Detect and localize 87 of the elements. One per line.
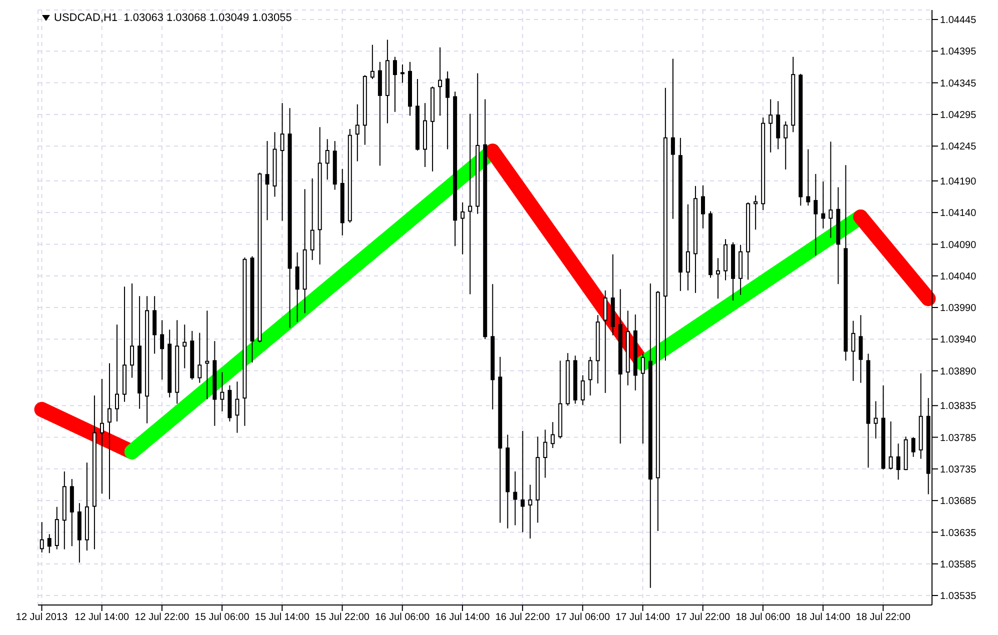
x-tick-label: 15 Jul 14:00 bbox=[254, 612, 310, 624]
candlestick bbox=[446, 70, 450, 150]
y-tick-label: 1.03890 bbox=[940, 366, 977, 378]
candlestick bbox=[874, 400, 878, 440]
x-tick-label: 17 Jul 22:00 bbox=[676, 612, 731, 624]
y-tick-label: 1.04040 bbox=[940, 271, 977, 282]
candlestick bbox=[814, 173, 818, 256]
candlestick bbox=[580, 374, 585, 406]
y-tick-label: 1.03940 bbox=[940, 334, 977, 346]
candlestick bbox=[784, 120, 788, 170]
candlestick bbox=[828, 141, 833, 238]
y-tick-label: 1.03585 bbox=[940, 559, 977, 570]
x-tick-label: 18 Jul 06:00 bbox=[736, 612, 791, 624]
candlestick bbox=[888, 420, 893, 470]
candlestick bbox=[310, 178, 314, 261]
y-tick-label: 1.04445 bbox=[940, 15, 977, 26]
y-tick-label: 1.04395 bbox=[940, 46, 977, 58]
candlestick bbox=[370, 44, 374, 80]
y-tick-label: 1.03635 bbox=[940, 528, 977, 539]
x-tick-label: 12 Jul 22:00 bbox=[134, 612, 190, 624]
y-tick-label: 1.04190 bbox=[940, 176, 977, 188]
candlestick bbox=[550, 422, 555, 449]
y-tick-label: 1.04345 bbox=[940, 78, 977, 90]
candlestick bbox=[806, 148, 810, 206]
candlestick bbox=[851, 320, 856, 382]
candlestick bbox=[438, 46, 442, 116]
candlestick bbox=[205, 310, 210, 400]
x-tick-label: 16 Jul 22:00 bbox=[495, 612, 550, 624]
y-tick-label: 1.04090 bbox=[940, 240, 977, 251]
candlestick bbox=[115, 324, 120, 422]
candlestick bbox=[700, 184, 705, 229]
candlestick bbox=[686, 204, 690, 291]
x-tick-label: 16 Jul 14:00 bbox=[435, 612, 490, 624]
candlestick bbox=[543, 429, 548, 478]
candlestick bbox=[460, 202, 465, 255]
candlestick bbox=[40, 522, 44, 553]
candlestick bbox=[295, 252, 300, 323]
candlestick bbox=[776, 100, 780, 150]
y-tick-label: 1.04140 bbox=[940, 208, 977, 220]
candlestick bbox=[520, 430, 525, 533]
candlestick bbox=[325, 138, 330, 180]
candlestick bbox=[182, 324, 187, 369]
x-tick-label: 18 Jul 14:00 bbox=[796, 612, 851, 624]
candlestick bbox=[400, 64, 404, 84]
chart-title: USDCAD,H1 1.03063 1.03068 1.03049 1.03055 bbox=[54, 12, 292, 24]
y-tick-label: 1.03535 bbox=[940, 591, 977, 602]
candlestick bbox=[392, 56, 397, 112]
candlestick bbox=[100, 378, 104, 494]
candlestick bbox=[130, 282, 134, 378]
candlestick bbox=[107, 362, 112, 500]
y-tick-label: 1.03685 bbox=[940, 496, 977, 508]
candlestick bbox=[670, 58, 675, 220]
candlestick bbox=[896, 443, 900, 480]
candlestick bbox=[160, 320, 164, 380]
candlestick bbox=[640, 353, 645, 444]
y-tick-label: 1.03735 bbox=[940, 464, 977, 476]
candlestick bbox=[47, 534, 52, 554]
y-tick-label: 1.03835 bbox=[940, 401, 977, 412]
x-tick-label: 15 Jul 22:00 bbox=[315, 612, 370, 624]
x-tick-label: 16 Jul 06:00 bbox=[375, 612, 430, 624]
candlestick bbox=[768, 98, 773, 153]
y-tick-label: 1.04245 bbox=[940, 142, 977, 153]
candlestick bbox=[858, 314, 863, 384]
x-tick-label: 18 Jul 22:00 bbox=[856, 612, 911, 624]
candlestick bbox=[911, 436, 916, 458]
candlestick bbox=[220, 372, 224, 412]
candlestick bbox=[235, 381, 240, 434]
candlestick bbox=[265, 140, 270, 221]
candlestick bbox=[280, 102, 284, 222]
candlestick bbox=[603, 290, 608, 394]
candlestick bbox=[588, 356, 592, 396]
candlestick bbox=[528, 484, 532, 540]
x-tick-label: 17 Jul 06:00 bbox=[555, 612, 610, 624]
y-tick-label: 1.04295 bbox=[940, 110, 977, 121]
candlestick bbox=[198, 332, 202, 384]
x-tick-label: 15 Jul 06:00 bbox=[194, 612, 250, 624]
x-tick-label: 12 Jul 14:00 bbox=[74, 612, 130, 624]
y-tick-label: 1.03785 bbox=[940, 432, 977, 444]
candlestick bbox=[821, 181, 826, 229]
y-tick-label: 1.03990 bbox=[940, 303, 977, 314]
candlestick bbox=[716, 258, 720, 300]
candlestick bbox=[754, 194, 758, 230]
x-tick-label: 17 Jul 14:00 bbox=[616, 612, 670, 624]
candlestick bbox=[355, 104, 360, 162]
candlestick bbox=[513, 470, 518, 526]
candlestick bbox=[468, 113, 472, 295]
x-tick-label: 12 Jul 2013 bbox=[16, 612, 68, 624]
